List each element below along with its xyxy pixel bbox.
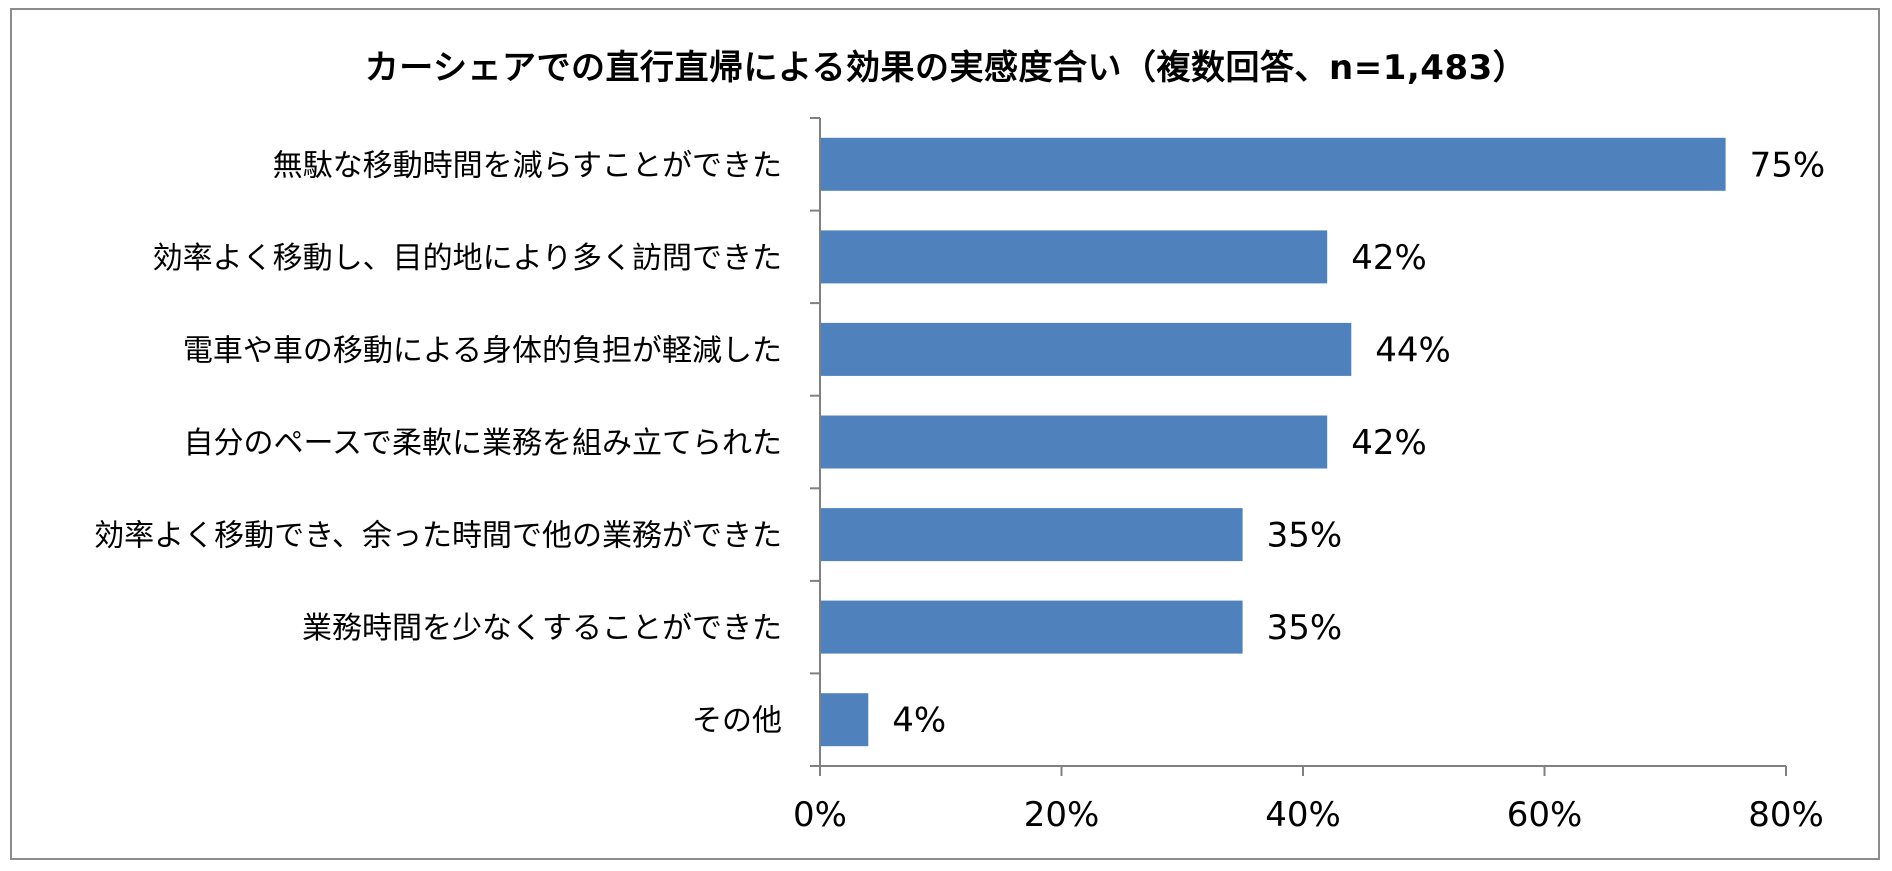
x-tick-label: 60% [1507,795,1583,835]
data-label: 75% [1750,145,1826,185]
data-label: 42% [1351,238,1427,278]
bar [820,415,1328,469]
category-label: 無駄な移動時間を減らすことができた [273,148,782,183]
bar [820,600,1243,654]
data-label: 35% [1267,516,1343,556]
data-label: 35% [1267,608,1343,648]
category-label: 電車や車の移動による身体的負担が軽減した [183,333,782,368]
x-tick-label: 0% [793,795,847,835]
data-label: 44% [1375,330,1451,370]
category-label: 効率よく移動し、目的地により多く訪問できた [153,241,782,276]
bar [820,693,869,747]
category-label: その他 [692,704,782,739]
category-label: 業務時間を少なくすることができた [302,611,782,646]
x-tick-label: 80% [1748,795,1824,835]
category-label: 自分のペースで柔軟に業務を組み立てられた [184,426,783,461]
bar [820,322,1352,376]
x-tick-label: 40% [1265,795,1341,835]
data-label: 42% [1351,423,1427,463]
data-label: 4% [892,701,946,741]
category-label: 効率よく移動でき、余った時間で他の業務ができた [94,519,782,554]
chart-title: カーシェアでの直行直帰による効果の実感度合い（複数回答、n=1,483） [364,48,1528,88]
bar [820,508,1243,562]
bar [820,137,1726,191]
x-tick-label: 20% [1024,795,1100,835]
bar [820,230,1328,284]
